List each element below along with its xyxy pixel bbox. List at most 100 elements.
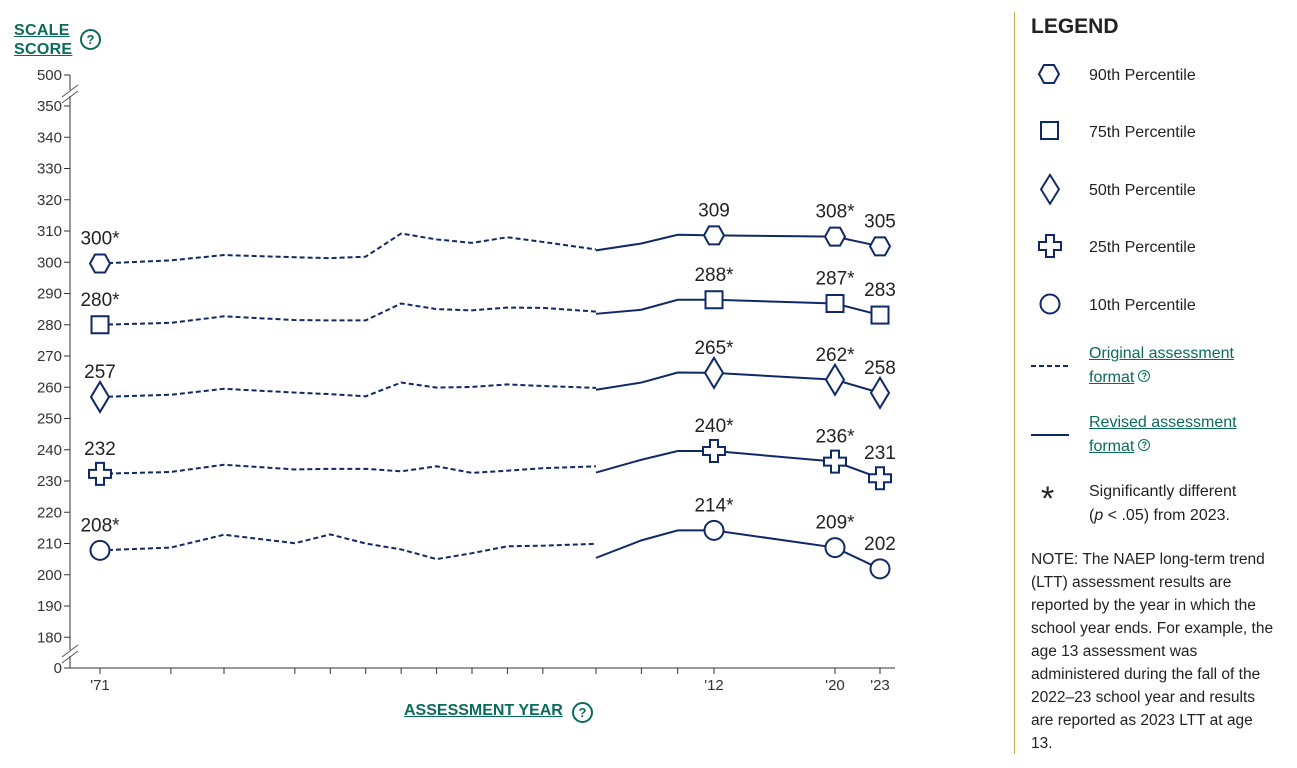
legend-label-50th: 50th Percentile [1089, 182, 1196, 199]
y-tick-label: 220 [37, 504, 62, 521]
data-label: 262* [815, 345, 855, 366]
y-tick-label: 350 [37, 98, 62, 115]
data-label: 232 [84, 439, 116, 460]
solid-line-icon [1031, 434, 1069, 436]
y-axis-help-icon[interactable]: ? [80, 29, 101, 50]
square-icon [1040, 121, 1059, 140]
circle-marker [869, 558, 891, 580]
cross-marker [702, 439, 726, 463]
y-axis-label-line2: SCORE [14, 41, 73, 58]
circle-marker [703, 519, 725, 541]
axis-break-mark [61, 644, 79, 658]
x-axis-label-link[interactable]: ASSESSMENT YEAR [404, 702, 563, 719]
x-tick-label: '71 [90, 677, 110, 694]
series-line-original [99, 302, 597, 326]
cross-icon [1038, 234, 1062, 258]
data-label: 265* [694, 338, 734, 359]
data-label: 214* [694, 495, 734, 516]
y-tick-label: 260 [37, 379, 62, 396]
y-tick-label: 0 [54, 660, 62, 677]
legend-item-10th: 10th Percentile [1031, 289, 1291, 319]
y-tick-label: 280 [37, 317, 62, 334]
legend-note: NOTE: The NAEP long-term trend (LTT) ass… [1031, 551, 1274, 752]
significance-line1: Significantly different [1089, 483, 1237, 500]
hexagon-marker [823, 226, 847, 247]
significance-p: p [1094, 507, 1104, 524]
legend-label-90th: 90th Percentile [1089, 67, 1196, 84]
axis-break-mark [61, 90, 79, 104]
x-axis-help-icon[interactable]: ? [572, 702, 593, 723]
circle-icon [1039, 293, 1061, 315]
y-axis-label-line1: SCALE [14, 22, 70, 39]
y-tick-label: 300 [37, 254, 62, 271]
legend-item-75th: 75th Percentile [1031, 116, 1291, 146]
legend-item-25th: 25th Percentile [1031, 231, 1291, 261]
legend-label-10th: 10th Percentile [1089, 297, 1196, 314]
diamond-marker [824, 362, 846, 397]
legend-item-50th: 50th Percentile [1031, 173, 1291, 206]
y-tick-label: 500 [37, 67, 62, 84]
data-label: 202 [864, 534, 896, 555]
cross-marker [88, 461, 112, 486]
original-format-line2: format [1089, 369, 1135, 386]
diamond-marker [89, 379, 111, 414]
series-line-original [99, 232, 597, 265]
legend-item-90th: 90th Percentile [1031, 59, 1291, 89]
x-tick-label: '12 [704, 677, 724, 694]
revised-format-line1: Revised assessment [1089, 414, 1237, 431]
data-label: 283 [864, 280, 896, 301]
legend: LEGEND 90th Percentile 75th Percentile 5… [1031, 12, 1291, 752]
x-tick-label: '20 [825, 677, 845, 694]
y-tick-label: 180 [37, 629, 62, 646]
data-label: 288* [694, 265, 734, 286]
legend-title: LEGEND [1031, 15, 1119, 38]
revised-format-line2: format [1089, 438, 1135, 455]
y-tick-label: 210 [37, 536, 62, 553]
dashed-line-icon [1031, 365, 1071, 367]
square-marker [870, 305, 890, 325]
original-format-link[interactable]: Original assessment format? [1089, 342, 1234, 390]
hexagon-marker [702, 225, 726, 246]
y-axis-label-link[interactable]: SCALE SCORE [14, 21, 72, 59]
legend-divider [1014, 12, 1015, 754]
data-label: 231 [864, 443, 896, 464]
asterisk-icon: * [1041, 480, 1055, 518]
revised-format-help-icon[interactable]: ? [1138, 439, 1151, 451]
data-label: 287* [815, 269, 855, 290]
legend-label-25th: 25th Percentile [1089, 239, 1196, 256]
data-label: 308* [815, 202, 855, 223]
diamond-marker [703, 355, 725, 390]
y-tick-label: 330 [37, 161, 62, 178]
line-chart: 500 350 340 330 320 310 300 290 280 270 260 250 240 2… [37, 67, 896, 694]
data-label: 208* [80, 515, 120, 536]
diamond-marker [869, 375, 891, 410]
revised-format-link[interactable]: Revised assessment format? [1089, 411, 1237, 459]
data-label: 309 [698, 200, 730, 221]
y-tick-label: 250 [37, 411, 62, 428]
circle-marker [824, 537, 846, 559]
data-label: 258 [864, 358, 896, 379]
cross-marker [823, 449, 847, 474]
square-marker [825, 294, 845, 313]
y-tick-label: 310 [37, 223, 62, 240]
axis-break-mark [61, 84, 79, 98]
hexagon-marker [88, 253, 112, 274]
axis-break-mark [61, 650, 79, 664]
data-label: 209* [815, 513, 855, 534]
series-line-original [99, 381, 597, 398]
square-marker [90, 315, 110, 335]
data-label: 240* [694, 416, 734, 437]
data-label: 236* [815, 427, 855, 448]
data-label: 257 [84, 362, 116, 383]
y-tick-label: 320 [37, 192, 62, 209]
y-tick-label: 230 [37, 473, 62, 490]
significance-text: Significantly different (p < .05) from 2… [1089, 480, 1236, 528]
y-tick-label: 340 [37, 129, 62, 146]
cross-marker [868, 466, 892, 491]
original-format-line1: Original assessment [1089, 345, 1234, 362]
hexagon-icon [1037, 64, 1061, 84]
legend-label-75th: 75th Percentile [1089, 124, 1196, 141]
data-label: 280* [80, 290, 120, 311]
y-tick-label: 190 [37, 598, 62, 615]
original-format-help-icon[interactable]: ? [1138, 370, 1151, 382]
